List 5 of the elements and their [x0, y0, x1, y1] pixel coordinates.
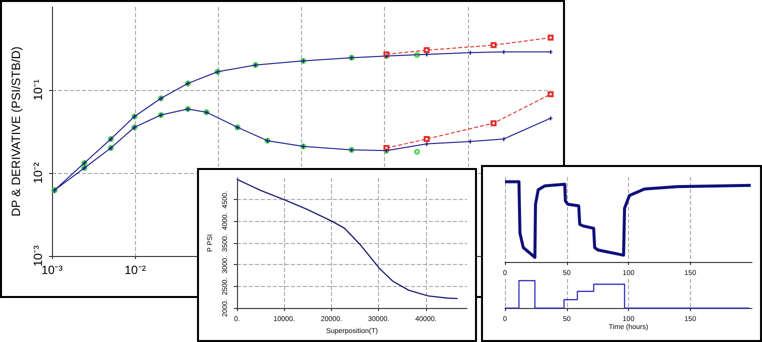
y-tick-label: 10⁻²	[31, 162, 45, 184]
x-tick-label: 10⁻²	[124, 263, 146, 277]
y-axis-title: DP & DERIVATIVE (PSI/STB/D)	[9, 46, 23, 217]
y-tick-label: 10⁻¹	[31, 79, 45, 101]
x-tick-label: 10⁻³	[41, 263, 63, 277]
